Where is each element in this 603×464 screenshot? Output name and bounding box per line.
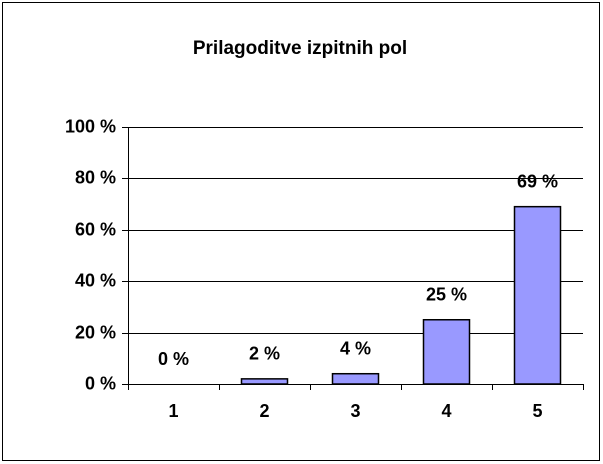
bar xyxy=(240,378,289,385)
y-tick-label: 40 % xyxy=(75,270,116,290)
chart-title: Prilagoditve izpitnih pol xyxy=(193,38,407,59)
value-label: 25 % xyxy=(426,285,467,305)
x-tick-label: 3 xyxy=(350,401,360,421)
value-label: 0 % xyxy=(158,349,189,369)
bar xyxy=(422,319,471,385)
value-label: 4 % xyxy=(340,338,371,358)
y-tick-label: 80 % xyxy=(75,167,116,187)
y-tick-label: 100 % xyxy=(65,116,116,136)
x-tick-label: 5 xyxy=(532,401,542,421)
value-label: 69 % xyxy=(517,171,558,191)
x-tick-label: 2 xyxy=(259,401,269,421)
value-label: 2 % xyxy=(249,344,280,364)
y-tick-label: 60 % xyxy=(75,219,116,239)
bar xyxy=(331,372,380,385)
x-tick-label: 4 xyxy=(441,401,451,421)
y-tick-label: 0 % xyxy=(85,373,116,393)
y-tick-label: 20 % xyxy=(75,322,116,342)
x-tick-label: 1 xyxy=(168,401,178,421)
bar xyxy=(513,205,562,385)
